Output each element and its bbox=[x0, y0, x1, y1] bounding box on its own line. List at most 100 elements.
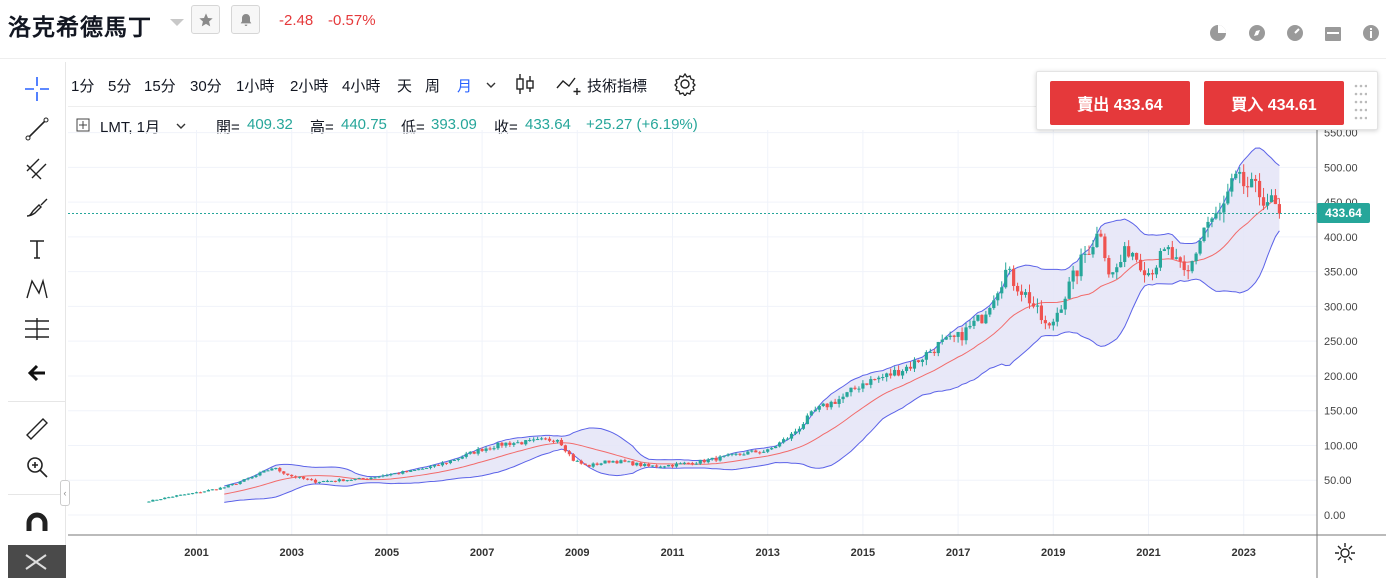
candle-body bbox=[651, 465, 655, 467]
candle-body bbox=[1039, 305, 1043, 321]
candle-body bbox=[1135, 252, 1139, 260]
candle-body bbox=[1023, 292, 1028, 295]
price-axis: 0.00 50.00 100.00 150.00 200.00 250.00 300.00 3… bbox=[1324, 130, 1358, 522]
candle-body bbox=[543, 438, 548, 440]
info-icon[interactable] bbox=[1361, 23, 1381, 43]
timeframe-day[interactable]: 天 bbox=[397, 78, 413, 95]
pie-chart-icon[interactable] bbox=[1208, 23, 1228, 43]
pattern-tool[interactable] bbox=[22, 274, 52, 304]
ruler-tool[interactable] bbox=[22, 414, 52, 444]
candle-style-icon[interactable] bbox=[514, 72, 536, 96]
candle-body bbox=[413, 469, 417, 471]
timeframe-4h[interactable]: 4小時 bbox=[342, 78, 381, 95]
indicators-button[interactable]: 技術指標 bbox=[587, 78, 648, 95]
candle-body bbox=[1273, 195, 1278, 205]
candle-body bbox=[1154, 267, 1159, 275]
candle-body bbox=[369, 477, 373, 480]
symbol-interval[interactable]: LMT, 1月 bbox=[100, 119, 161, 136]
candle-body bbox=[889, 373, 893, 376]
candle-body bbox=[813, 409, 817, 412]
candle-body bbox=[1047, 323, 1051, 326]
bollinger-band bbox=[224, 147, 1280, 503]
candle-body bbox=[841, 396, 845, 400]
timeframe-30m[interactable]: 30分 bbox=[190, 78, 222, 95]
candle-body bbox=[373, 477, 377, 479]
candle-body bbox=[421, 468, 425, 470]
timeframe-week[interactable]: 周 bbox=[425, 78, 441, 95]
timeframe-1m[interactable]: 1分 bbox=[71, 78, 95, 95]
remove-drawings-tool[interactable] bbox=[8, 545, 66, 578]
candle-body bbox=[964, 327, 968, 341]
candle-body bbox=[480, 449, 484, 451]
gauge-icon[interactable] bbox=[1285, 23, 1305, 43]
y-tick-label: 250.00 bbox=[1324, 336, 1358, 348]
timeframe-1h[interactable]: 1小時 bbox=[236, 78, 275, 95]
candle-body bbox=[1107, 258, 1111, 275]
low-value: 393.09 bbox=[431, 116, 477, 133]
settings-gear-icon[interactable] bbox=[673, 72, 697, 96]
candle-body bbox=[516, 442, 520, 444]
candle-body bbox=[520, 442, 524, 445]
candle-body bbox=[960, 332, 964, 341]
candle-body bbox=[1246, 186, 1250, 188]
trend-line-tool[interactable] bbox=[22, 114, 52, 144]
brush-tool[interactable] bbox=[22, 194, 52, 224]
candle-body bbox=[627, 461, 631, 463]
timeframe-month[interactable]: 月 bbox=[457, 78, 473, 95]
y-tick-label: 550.00 bbox=[1324, 130, 1358, 140]
candle-body bbox=[881, 377, 885, 379]
candle-body bbox=[456, 458, 460, 460]
candle-body bbox=[801, 424, 805, 429]
symbol-dropdown-icon[interactable] bbox=[176, 121, 186, 131]
candle-body bbox=[805, 415, 809, 425]
header-divider bbox=[0, 58, 1386, 59]
title-dropdown-caret-icon[interactable] bbox=[170, 19, 184, 26]
candle-body bbox=[754, 450, 758, 453]
y-tick-label: 200.00 bbox=[1324, 371, 1358, 383]
price-chart[interactable]: 0.00 50.00 100.00 150.00 200.00 250.00 300.00 3… bbox=[68, 130, 1386, 578]
candle-body bbox=[869, 379, 873, 385]
candle-body bbox=[619, 460, 623, 464]
candle-body bbox=[702, 459, 706, 463]
alert-bell-button[interactable] bbox=[231, 5, 260, 34]
calendar-icon[interactable] bbox=[1323, 23, 1343, 43]
timeframe-2h[interactable]: 2小時 bbox=[290, 78, 329, 95]
timeframe-5m[interactable]: 5分 bbox=[108, 78, 132, 95]
timeframe-dropdown-icon[interactable] bbox=[485, 79, 497, 91]
candle-body bbox=[1230, 178, 1234, 192]
parallel-channel-tool[interactable] bbox=[22, 154, 52, 184]
candle-body bbox=[670, 464, 675, 467]
candle-body bbox=[524, 440, 528, 445]
candle-body bbox=[1111, 272, 1115, 275]
back-arrow-tool[interactable] bbox=[22, 358, 52, 388]
timeframe-15m[interactable]: 15分 bbox=[144, 78, 176, 95]
drag-handle-icon[interactable] bbox=[1353, 82, 1367, 122]
watchlist-star-button[interactable] bbox=[191, 5, 220, 34]
collapse-toolbar-button[interactable]: ‹ bbox=[60, 480, 70, 506]
candle-body bbox=[944, 337, 948, 340]
zoom-tool[interactable] bbox=[22, 452, 52, 482]
magnet-tool[interactable] bbox=[22, 509, 52, 539]
candle-body bbox=[631, 461, 635, 466]
candle-body bbox=[1226, 191, 1230, 204]
price-change: -2.48 bbox=[279, 12, 314, 29]
expand-legend-icon[interactable] bbox=[76, 118, 90, 132]
candle-body bbox=[1261, 197, 1266, 206]
candle-body bbox=[587, 464, 591, 467]
candle-body bbox=[758, 452, 762, 454]
fib-tool[interactable] bbox=[22, 314, 52, 344]
indicators-icon[interactable] bbox=[555, 72, 583, 96]
candle-body bbox=[821, 403, 825, 407]
candle-body bbox=[179, 494, 183, 496]
sell-button[interactable]: 賣出 433.64 bbox=[1050, 81, 1190, 125]
candle-body bbox=[361, 478, 365, 480]
text-tool[interactable] bbox=[22, 234, 52, 264]
candle-body bbox=[317, 481, 322, 483]
crosshair-tool[interactable] bbox=[22, 74, 52, 104]
chart-settings-icon[interactable] bbox=[1334, 542, 1356, 564]
compass-icon[interactable] bbox=[1247, 23, 1267, 43]
candle-body bbox=[159, 499, 163, 501]
buy-button[interactable]: 買入 434.61 bbox=[1204, 81, 1344, 125]
candle-body bbox=[793, 431, 798, 434]
candle-body bbox=[218, 487, 222, 490]
